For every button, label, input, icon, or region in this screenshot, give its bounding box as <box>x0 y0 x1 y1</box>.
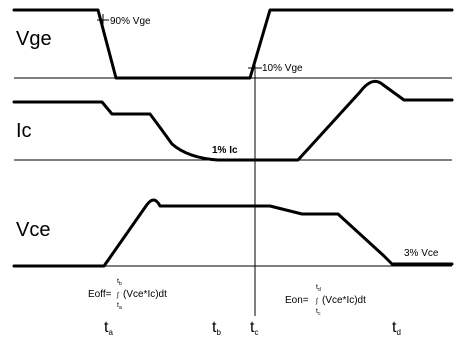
vce-3-annotation: 3% Vce <box>404 248 439 259</box>
eoff-label: Eoff= <box>88 289 112 300</box>
eon-formula: Eon= td ∫ (Vce*Ic)dt tc <box>285 284 366 317</box>
vge-90-annotation: 90% Vge <box>110 16 151 27</box>
eon-integrand: (Vce*Ic)dt <box>322 295 366 306</box>
time-marker-tb: tb <box>212 319 221 337</box>
time-marker-ta: ta <box>104 319 113 337</box>
eoff-integral-sign: ∫ <box>116 292 120 299</box>
eoff-upper-limit: tb <box>117 278 122 287</box>
vge-10-annotation: 10% Vge <box>262 63 303 74</box>
time-marker-tc: tc <box>250 319 258 337</box>
ic-label: Ic <box>16 120 32 142</box>
vge-waveform <box>12 8 454 80</box>
eoff-integrand: (Vce*Ic)dt <box>123 289 167 300</box>
ic-1-annotation: 1% Ic <box>212 145 238 156</box>
vce-label: Vce <box>16 219 50 241</box>
eon-lower-limit: tc <box>316 308 321 317</box>
eon-upper-limit: td <box>316 284 321 293</box>
eoff-formula: Eoff= tb ∫ (Vce*Ic)dt ta <box>88 278 167 311</box>
vce-waveform <box>12 198 454 268</box>
ic-waveform <box>12 79 454 162</box>
eoff-lower-limit: ta <box>117 302 122 311</box>
eon-integral-sign: ∫ <box>315 298 319 305</box>
vge-label: Vge <box>16 28 52 50</box>
time-marker-td: td <box>392 319 401 337</box>
eon-label: Eon= <box>285 295 309 306</box>
